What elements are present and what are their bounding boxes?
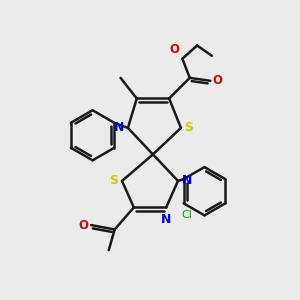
Text: N: N	[161, 213, 171, 226]
Text: N: N	[114, 122, 124, 134]
Text: S: S	[110, 174, 118, 188]
Text: S: S	[184, 122, 194, 134]
Text: O: O	[78, 219, 88, 232]
Text: Cl: Cl	[181, 210, 192, 220]
Text: O: O	[169, 43, 179, 56]
Text: N: N	[182, 174, 192, 188]
Text: O: O	[213, 74, 223, 87]
